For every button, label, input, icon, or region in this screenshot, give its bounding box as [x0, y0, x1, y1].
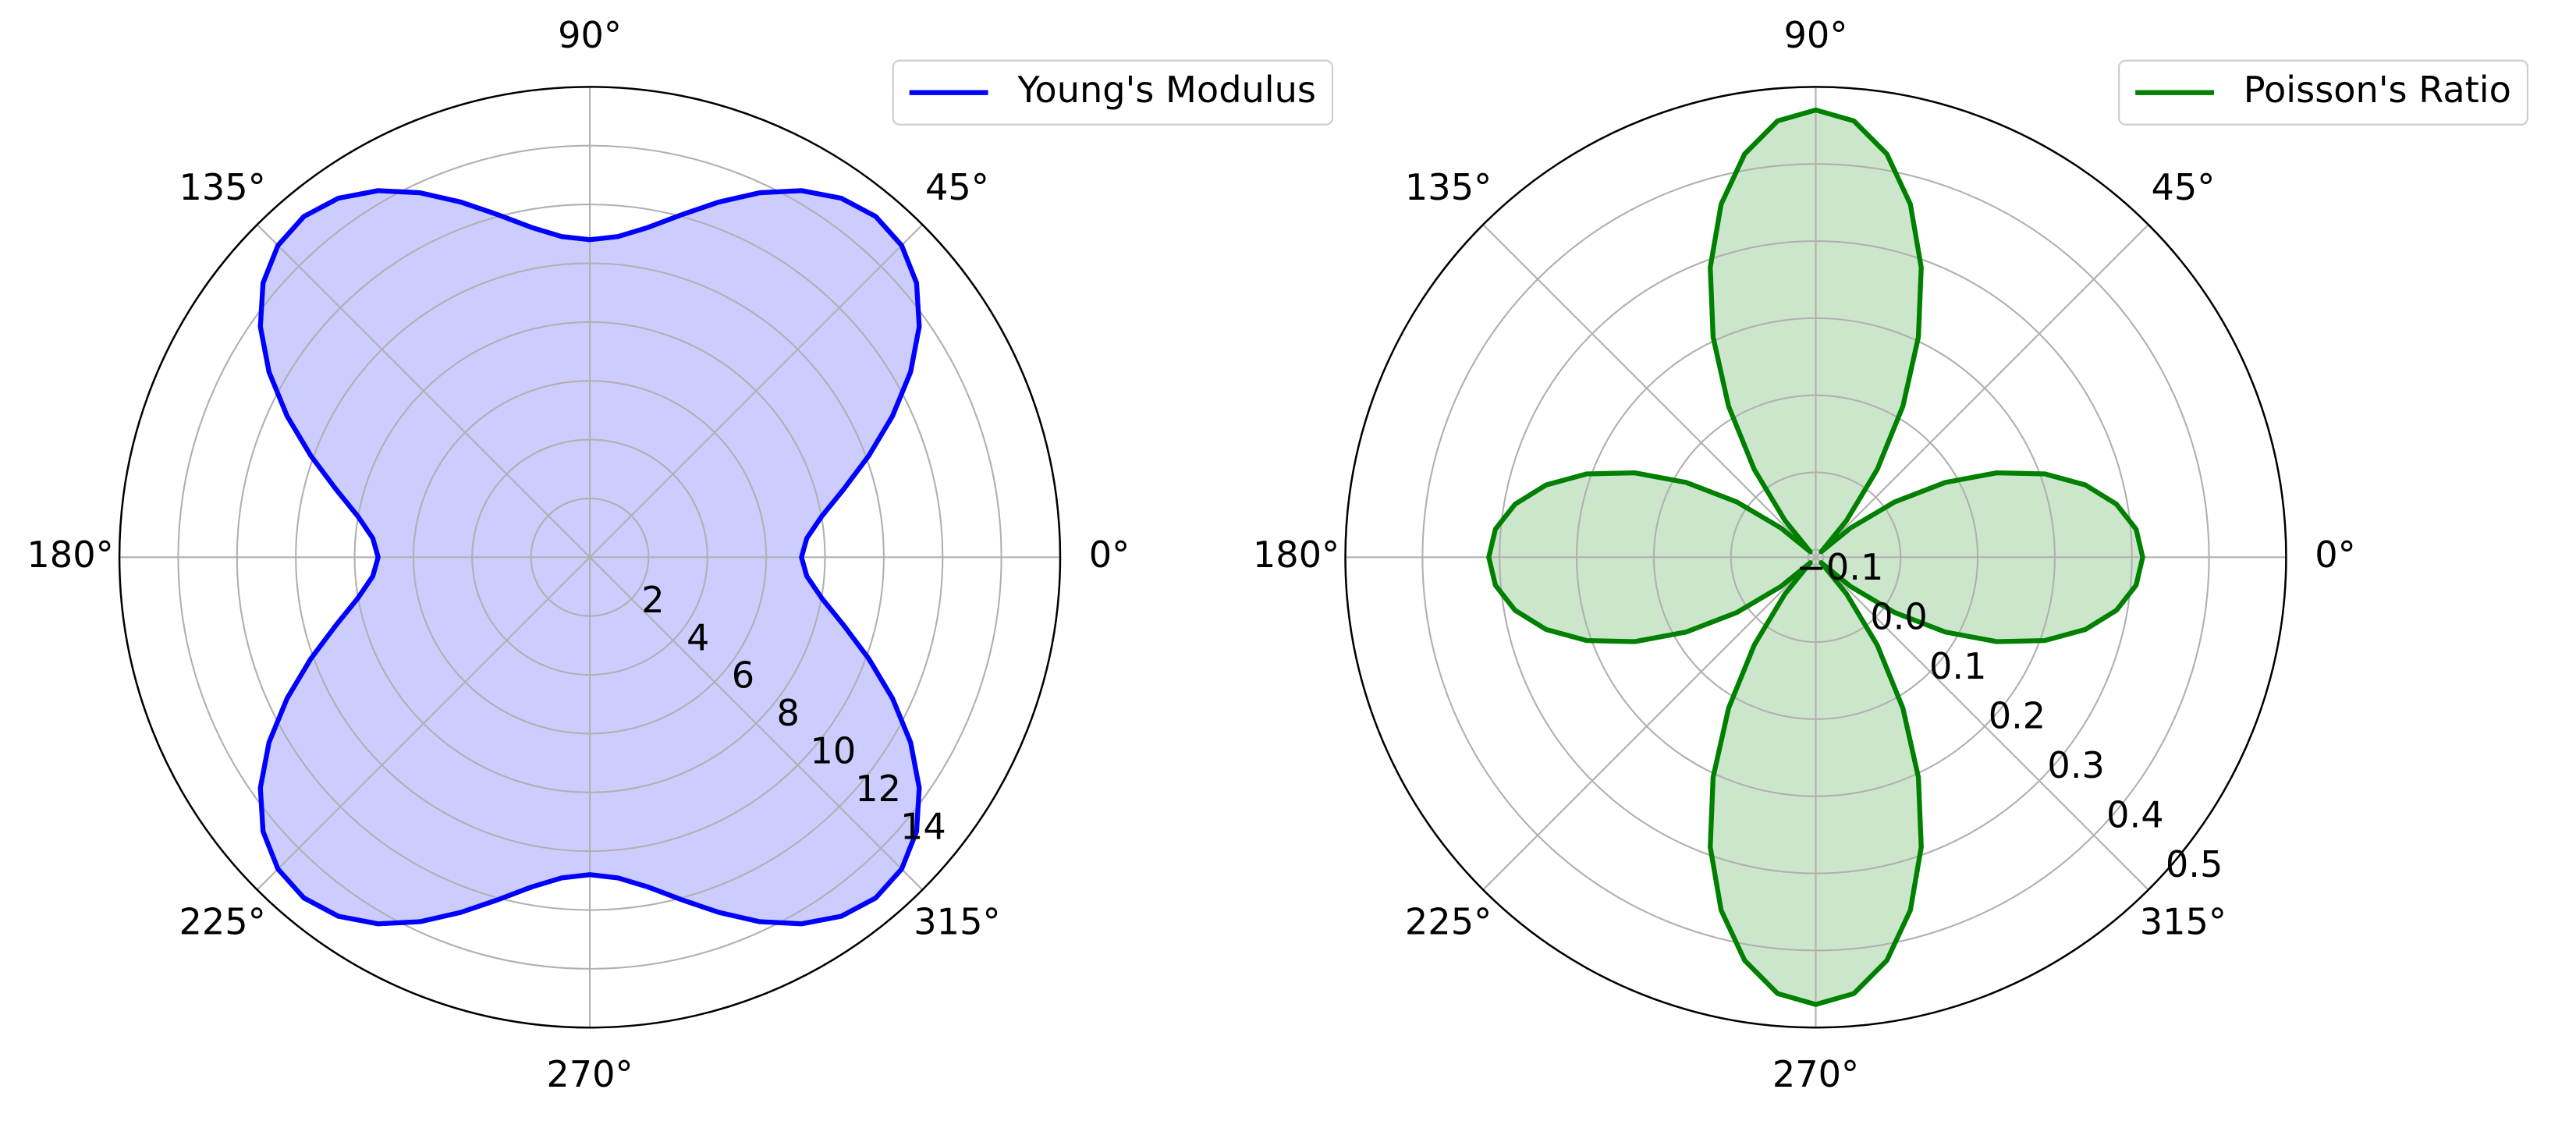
grid-spoke — [256, 556, 591, 891]
angle-tick-label: 0° — [1089, 534, 1130, 576]
radial-tick-label: 0.4 — [2106, 793, 2163, 835]
angle-tick-label: 135° — [1405, 166, 1492, 208]
radial-tick-label: 8 — [777, 692, 800, 734]
grid-spoke — [1815, 224, 2149, 559]
angle-tick-label: 225° — [1405, 901, 1492, 943]
angle-tick-label: 45° — [925, 166, 989, 208]
radial-tick-label: 0.1 — [1929, 645, 1986, 687]
data-line — [1486, 107, 2145, 1007]
angle-tick-label: 180° — [27, 534, 113, 576]
grid-spoke — [1815, 556, 2149, 891]
grid-spoke — [1482, 224, 1817, 559]
legend-label: Poisson's Ratio — [2244, 69, 2511, 111]
angle-tick-label: 90° — [558, 14, 622, 56]
grid-spoke — [589, 224, 924, 559]
angle-tick-label: 180° — [1253, 534, 1339, 576]
grid-spoke — [589, 556, 924, 891]
radial-tick-label: 0.0 — [1870, 595, 1927, 637]
radial-tick-label: 0.5 — [2166, 843, 2223, 885]
angle-tick-label: 315° — [914, 901, 1000, 943]
angle-tick-label: 270° — [1772, 1053, 1859, 1095]
radial-tick-label: 2 — [641, 579, 664, 621]
angle-tick-label: 90° — [1784, 14, 1848, 56]
legend-label: Young's Modulus — [1017, 69, 1316, 111]
legend-box — [892, 59, 1334, 126]
radial-tick-label: 0.2 — [1989, 694, 2046, 736]
legend: Young's Modulus — [892, 59, 1334, 126]
radial-tick-label: 10 — [811, 730, 857, 772]
legend: Poisson's Ratio — [2118, 59, 2528, 126]
radial-tick-label: −0.1 — [1796, 546, 1883, 588]
radial-tick-label: 4 — [687, 616, 709, 658]
angle-tick-label: 225° — [179, 901, 265, 943]
legend-box — [2118, 59, 2528, 126]
radial-tick-label: 6 — [732, 655, 754, 697]
data-line — [257, 188, 922, 927]
polar-spine — [118, 86, 1062, 1029]
grid-spoke — [1482, 556, 1817, 891]
angle-tick-label: 270° — [546, 1053, 633, 1095]
angle-tick-label: 135° — [179, 166, 265, 208]
radial-tick-label: 14 — [900, 806, 946, 848]
angle-tick-label: 0° — [2315, 534, 2355, 576]
angle-tick-label: 45° — [2151, 166, 2215, 208]
radial-tick-label: 0.3 — [2047, 744, 2104, 786]
radial-tick-label: 12 — [855, 768, 901, 810]
polar-spine — [1344, 86, 2287, 1029]
grid-spoke — [256, 224, 591, 559]
angle-tick-label: 315° — [2140, 901, 2227, 943]
polar-axes: 0°45°90°135°180°225°270°315°−0.10.00.10.… — [1253, 14, 2528, 1095]
